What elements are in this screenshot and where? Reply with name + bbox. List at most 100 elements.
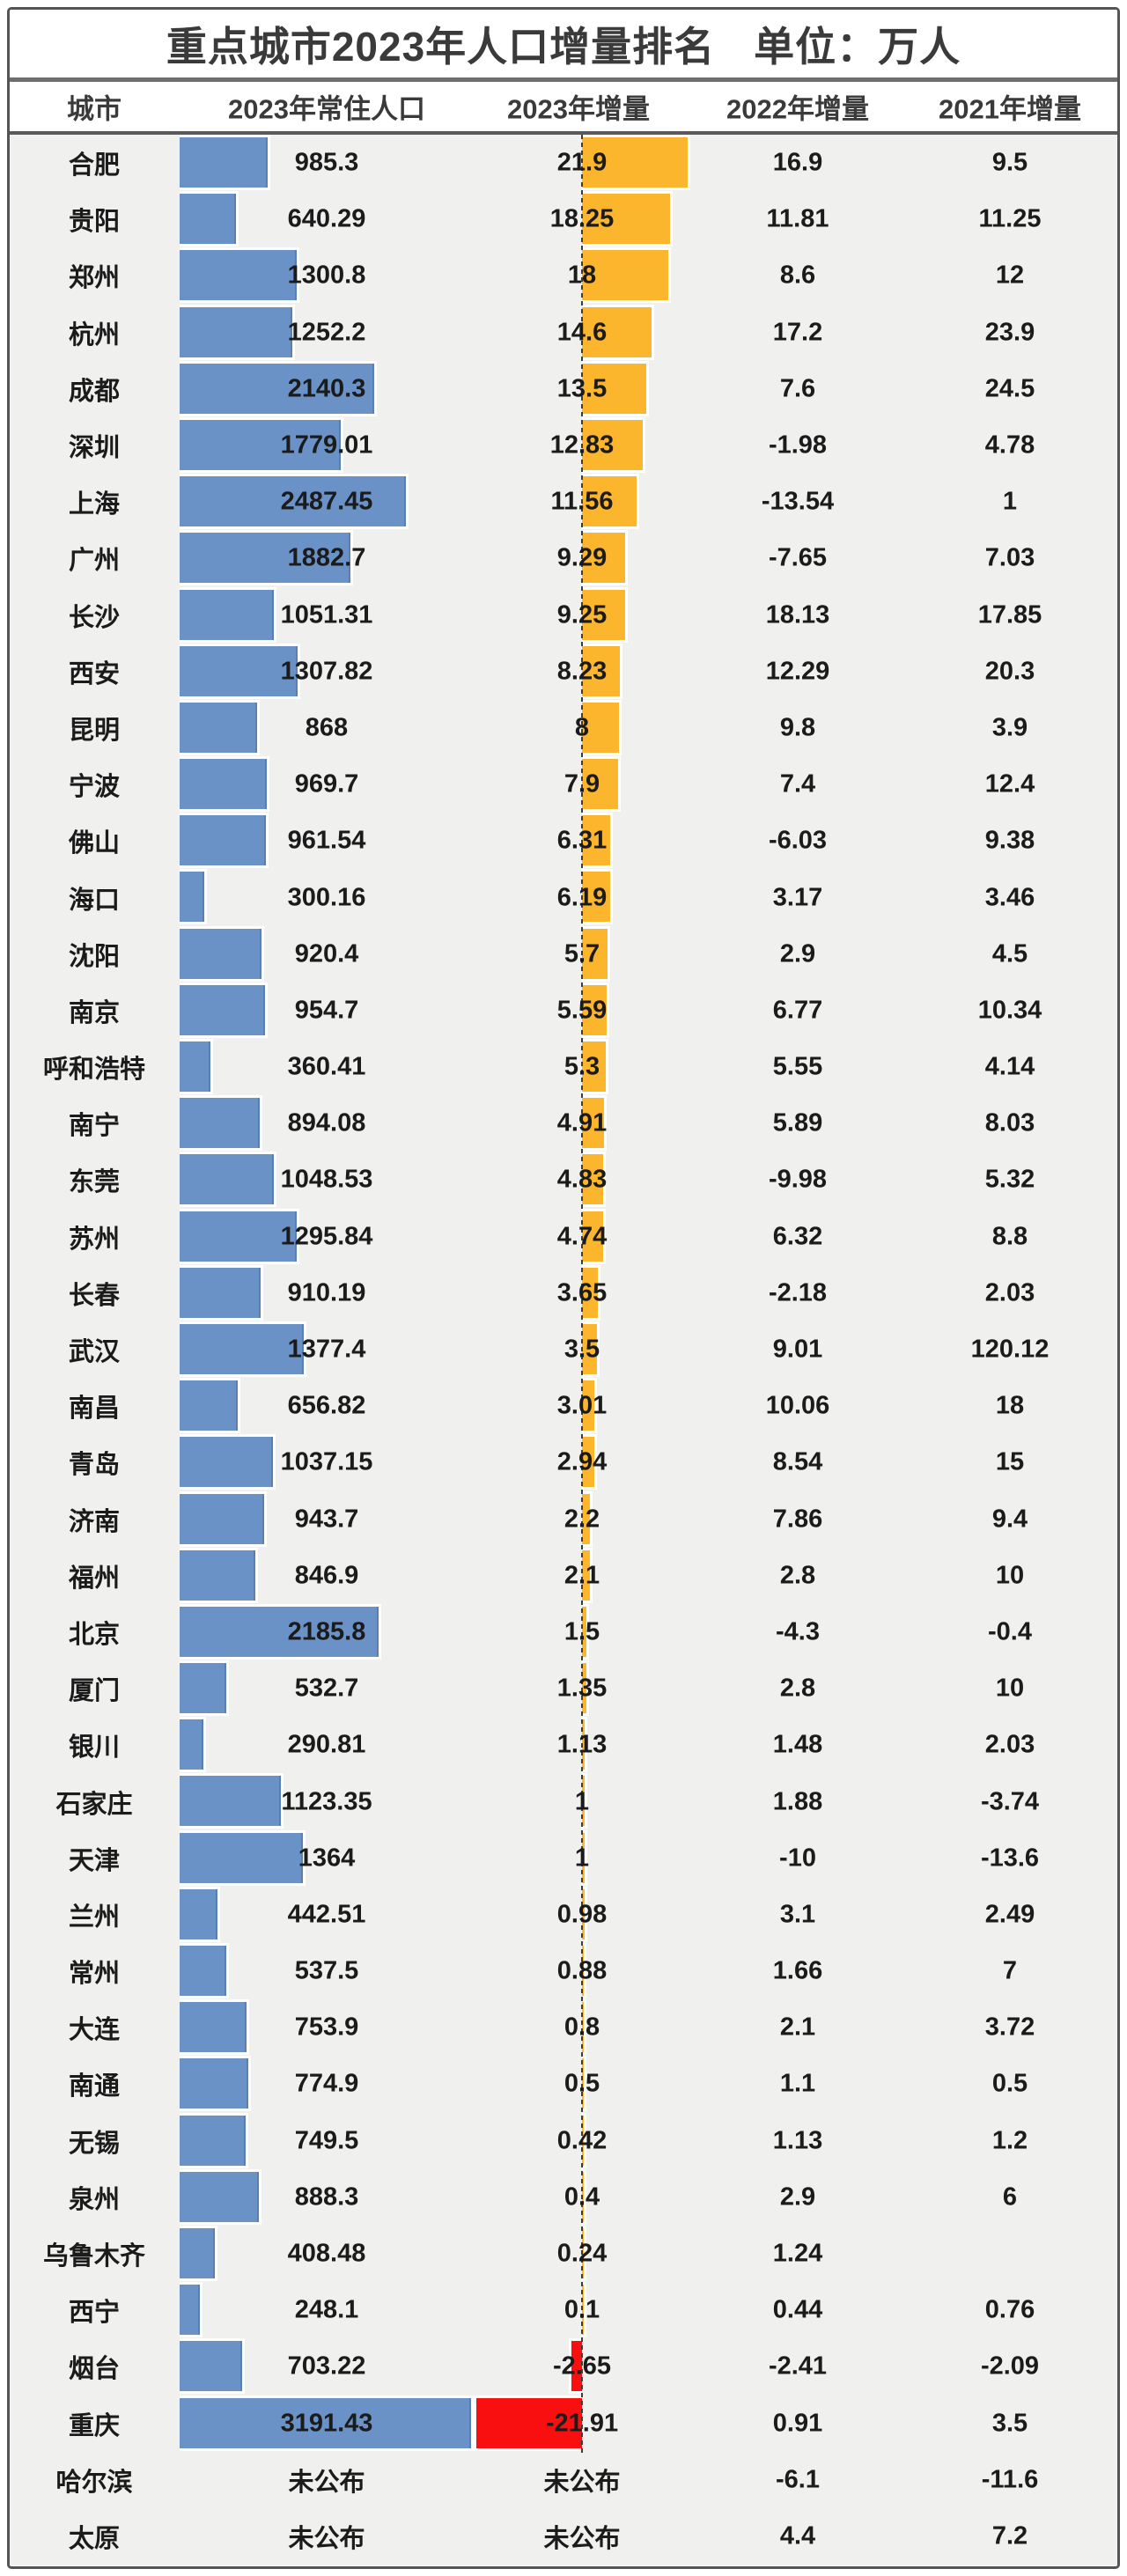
increase-2021-value: 17.85 (977, 600, 1042, 629)
city-label: 南宁 (68, 1112, 121, 1141)
table-row: 烟台 703.22 -2.65 -2.41 -2.09 (10, 2338, 1117, 2395)
increase-2021-value: -2.09 (980, 2352, 1040, 2381)
table-row: 太原 未公布 未公布 4.4 7.2 (10, 2508, 1117, 2565)
population-bar (180, 869, 208, 925)
city-label: 南通 (68, 2072, 121, 2101)
increase-bar (582, 643, 623, 699)
increase-bar (582, 1490, 593, 1547)
population-value: 1295.84 (280, 1222, 373, 1251)
increase-2023-value: -2.65 (552, 2352, 612, 2381)
city-label: 石家庄 (55, 1790, 133, 1819)
increase-bar (582, 1095, 607, 1152)
increase-2023-value: 0.4 (564, 2182, 600, 2212)
increase-2022-value: 2.9 (779, 939, 816, 968)
population-value: 290.81 (287, 1730, 366, 1759)
column-header-city: 城市 (67, 93, 122, 125)
increase-2023-value: 3.5 (564, 1335, 600, 1364)
city-label: 合肥 (68, 151, 121, 180)
population-value: 1037.15 (280, 1447, 373, 1476)
increase-2023-value: 2.2 (564, 1505, 600, 1534)
city-label: 西安 (68, 659, 121, 688)
increase-2021-value: 4.5 (991, 939, 1028, 968)
table-row: 福州 846.9 2.1 2.8 10 (10, 1547, 1117, 1604)
increase-2023-value: 5.3 (564, 1052, 600, 1081)
table-row: 北京 2185.8 1.5 -4.3 -0.4 (10, 1603, 1117, 1660)
increase-2022-value: 1.24 (772, 2239, 823, 2268)
population-bar (180, 530, 353, 586)
increase-2021-value: 4.14 (984, 1052, 1035, 1081)
increase-2022-value: -2.41 (768, 2352, 828, 2381)
increase-2021-value: 0.5 (991, 2069, 1028, 2098)
increase-2022-value: -10 (779, 1844, 816, 1873)
increase-bar (582, 1773, 587, 1829)
population-bar (180, 1208, 299, 1264)
city-label: 郑州 (68, 264, 121, 293)
population-value: 3191.43 (280, 2409, 373, 2438)
increase-2022-value: 7.6 (779, 374, 816, 403)
city-label: 济南 (68, 1507, 121, 1536)
table-row: 佛山 961.54 6.31 -6.03 9.38 (10, 813, 1117, 869)
table-row: 沈阳 920.4 5.7 2.9 4.5 (10, 925, 1117, 983)
increase-2023-value: 6.31 (556, 826, 608, 855)
city-label: 重庆 (68, 2411, 121, 2440)
population-value: 2185.8 (287, 1617, 366, 1646)
population-bar (180, 2056, 252, 2112)
population-value: 1051.31 (280, 600, 373, 629)
increase-bar (582, 869, 613, 925)
population-value: 537.5 (294, 1956, 359, 1985)
increase-2022-value: 8.54 (772, 1447, 823, 1476)
increase-bar (582, 360, 649, 416)
increase-2022-value: 2.9 (779, 2182, 816, 2212)
increase-2023-value: 9.29 (556, 543, 608, 572)
increase-2022-value: 17.2 (772, 318, 823, 347)
increase-2021-value: 3.9 (991, 713, 1028, 742)
table-row: 深圳 1779.01 12.83 -1.98 4.78 (10, 416, 1117, 474)
table-row: 呼和浩特 360.41 5.3 5.55 4.14 (10, 1039, 1117, 1095)
population-value: 1300.8 (287, 261, 366, 290)
population-value: 1307.82 (280, 657, 373, 686)
city-label: 贵阳 (68, 208, 121, 237)
increase-2023-value: 1.5 (564, 1617, 600, 1646)
increase-2021-value: 10 (995, 1674, 1025, 1703)
population-value: 1048.53 (280, 1165, 373, 1194)
population-value: 846.9 (294, 1561, 359, 1590)
increase-2022-value: 18.13 (765, 600, 830, 629)
population-value: 774.9 (294, 2069, 359, 2098)
city-label: 沈阳 (68, 942, 121, 971)
population-bar (180, 1943, 230, 1998)
increase-bar (582, 474, 639, 530)
increase-2023-value: 0.98 (556, 1900, 608, 1929)
city-label: 杭州 (68, 320, 121, 350)
increase-2022-value: 7.86 (772, 1505, 823, 1534)
table-row: 成都 2140.3 13.5 7.6 24.5 (10, 360, 1117, 417)
city-label: 武汉 (68, 1338, 121, 1367)
increase-2022-value: 1.13 (772, 2126, 823, 2155)
title-divider (10, 77, 1117, 82)
population-bar (180, 1829, 306, 1886)
increase-2023-value: 0.5 (564, 2069, 600, 2098)
population-value: 961.54 (287, 826, 366, 855)
increase-bar (582, 1208, 606, 1264)
city-label: 银川 (68, 1733, 121, 1763)
table-row: 杭州 1252.2 14.6 17.2 23.9 (10, 304, 1117, 361)
column-header-increase-2021: 2021年增量 (939, 93, 1081, 125)
increase-2023-value: 0.1 (564, 2295, 600, 2324)
table-row: 西安 1307.82 8.23 12.29 20.3 (10, 643, 1117, 700)
increase-2023-value: 未公布 (543, 2468, 621, 2497)
population-bar (180, 1039, 213, 1094)
ranking-card: 重点城市2023年人口增量排名 单位：万人 城市 2023年常住人口 2023年… (7, 7, 1120, 2569)
table-row: 合肥 985.3 21.9 16.9 9.5 (10, 135, 1117, 191)
increase-2022-value: 1.1 (779, 2069, 816, 2098)
table-row: 长沙 1051.31 9.25 18.13 17.85 (10, 586, 1117, 644)
population-value: 442.51 (287, 1900, 366, 1929)
increase-2023-value: 5.59 (556, 996, 608, 1025)
table-row: 乌鲁木齐 408.48 0.24 1.24 (10, 2225, 1117, 2282)
table-row: 昆明 868 8 9.8 3.9 (10, 699, 1117, 756)
increase-bar (582, 2112, 586, 2168)
increase-2022-value: 3.1 (779, 1900, 816, 1929)
population-bar (180, 2395, 474, 2451)
increase-2022-value: 3.17 (772, 883, 823, 912)
increase-2022-value: 0.44 (772, 2295, 823, 2324)
increase-bar (582, 135, 690, 190)
increase-bar (582, 1660, 589, 1717)
